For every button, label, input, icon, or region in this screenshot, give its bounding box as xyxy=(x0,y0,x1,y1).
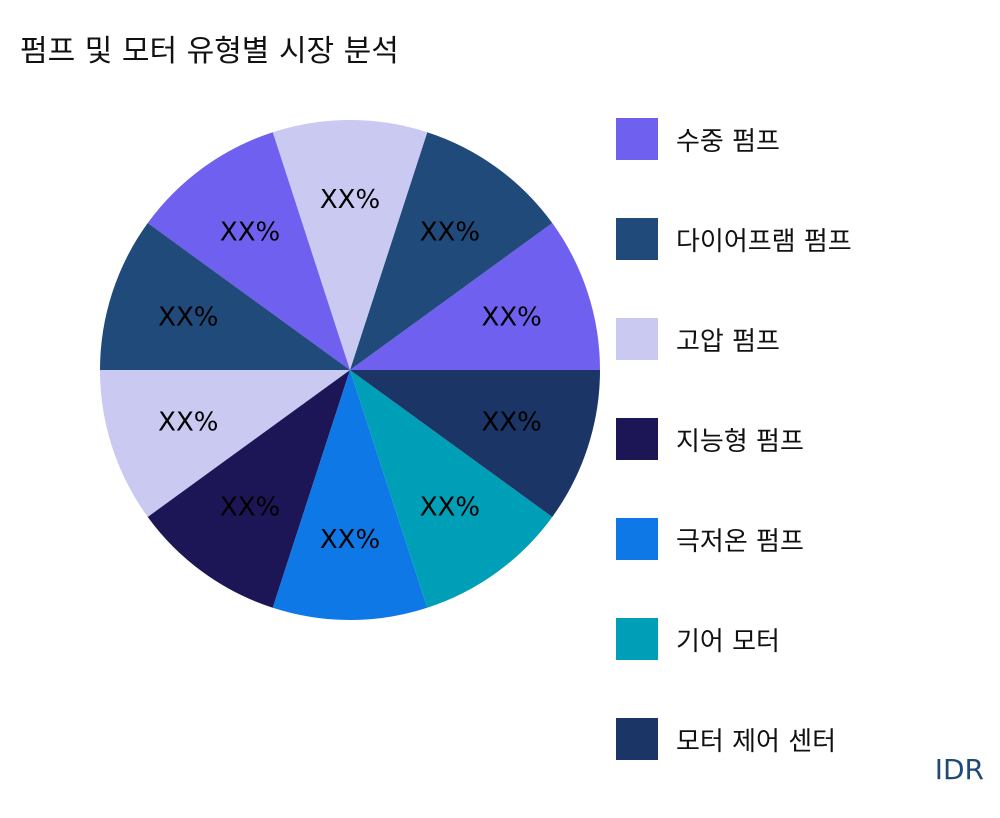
legend-label: 모터 제어 센터 xyxy=(676,726,837,757)
legend-label: 다이어프램 펌프 xyxy=(676,226,852,257)
pie-slice-label: XX% xyxy=(158,408,218,438)
legend-item: 극저온 펌프 xyxy=(616,518,852,560)
chart-title: 펌프 및 모터 유형별 시장 분석 xyxy=(20,34,399,69)
pie-slice-label: XX% xyxy=(482,408,542,438)
legend-item: 고압 펌프 xyxy=(616,318,852,360)
pie-slice xyxy=(147,370,350,608)
pie-slice xyxy=(350,223,600,370)
legend-item: 지능형 펌프 xyxy=(616,418,852,460)
pie-slice-label: XX% xyxy=(220,493,280,523)
pie-slice-label: XX% xyxy=(158,302,218,332)
pie-slice-label: XX% xyxy=(320,185,380,215)
pie-slice-label: XX% xyxy=(320,525,380,555)
legend-swatch xyxy=(616,118,658,160)
legend-swatch xyxy=(616,618,658,660)
legend-label: 지능형 펌프 xyxy=(676,426,804,457)
legend-label: 수중 펌프 xyxy=(676,126,780,157)
pie-slice xyxy=(100,370,350,517)
pie-slice-label: XX% xyxy=(420,217,480,247)
legend-swatch xyxy=(616,218,658,260)
legend-item: 모터 제어 센터 xyxy=(616,718,852,760)
legend-item: 다이어프램 펌프 xyxy=(616,218,852,260)
legend-label: 극저온 펌프 xyxy=(676,526,804,557)
legend-swatch xyxy=(616,318,658,360)
pie-slice xyxy=(100,223,350,370)
pie-slice xyxy=(350,370,600,517)
pie-slice xyxy=(147,132,350,370)
legend-swatch xyxy=(616,718,658,760)
pie-slice xyxy=(350,132,553,370)
pie-chart: XX% XX% XX% XX% XX% XX% XX% XX% XX% XX% xyxy=(100,120,600,620)
legend-swatch xyxy=(616,518,658,560)
legend-item: 기어 모터 xyxy=(616,618,852,660)
legend-swatch xyxy=(616,418,658,460)
pie-slices xyxy=(100,120,600,620)
pie-slice-label: XX% xyxy=(482,302,542,332)
pie-slice xyxy=(272,120,428,371)
legend-item: 수중 펌프 xyxy=(616,118,852,160)
pie-slice-labels: XX% XX% XX% XX% XX% XX% XX% XX% XX% XX% xyxy=(158,185,542,555)
legend-label: 고압 펌프 xyxy=(676,326,780,357)
pie-slice xyxy=(350,370,553,608)
brand-watermark: IDR xyxy=(934,753,984,786)
pie-slice-label: XX% xyxy=(420,493,480,523)
pie-slice-label: XX% xyxy=(220,217,280,247)
pie-slice xyxy=(272,370,428,620)
legend-label: 기어 모터 xyxy=(676,626,780,657)
